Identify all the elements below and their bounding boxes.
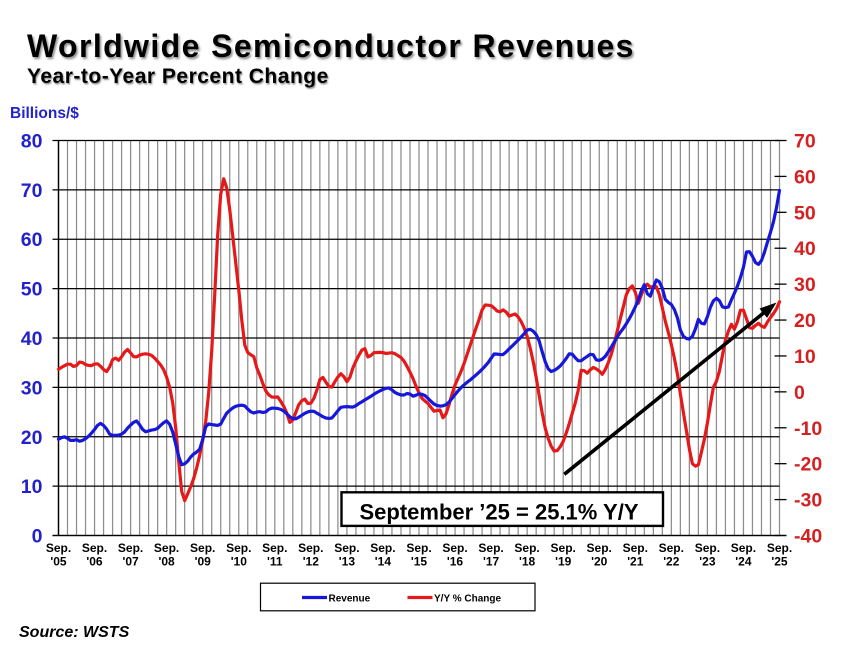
svg-text:70: 70: [21, 180, 43, 202]
svg-text:'17: '17: [483, 555, 500, 569]
svg-text:'08: '08: [158, 555, 175, 569]
svg-text:10: 10: [21, 476, 43, 498]
svg-text:0: 0: [32, 526, 43, 548]
svg-text:'19: '19: [555, 555, 572, 569]
svg-text:30: 30: [794, 274, 816, 296]
svg-text:Sep.: Sep.: [623, 541, 648, 555]
svg-text:Sep.: Sep.: [551, 541, 576, 555]
svg-text:Revenue: Revenue: [329, 594, 371, 605]
svg-text:'07: '07: [122, 555, 139, 569]
svg-text:50: 50: [21, 279, 43, 301]
svg-text:-20: -20: [794, 454, 822, 476]
svg-text:40: 40: [794, 238, 816, 260]
svg-text:60: 60: [21, 229, 43, 251]
svg-text:20: 20: [21, 427, 43, 449]
svg-text:Sep.: Sep.: [767, 541, 792, 555]
svg-text:'22: '22: [663, 555, 680, 569]
svg-text:0: 0: [794, 382, 805, 404]
svg-text:'14: '14: [375, 555, 392, 569]
svg-text:Y/Y % Change: Y/Y % Change: [434, 594, 501, 605]
svg-text:Sep.: Sep.: [478, 541, 503, 555]
svg-text:Sep.: Sep.: [226, 541, 251, 555]
svg-text:'24: '24: [735, 555, 752, 569]
svg-text:Sep.: Sep.: [46, 541, 71, 555]
svg-text:Sep.: Sep.: [695, 541, 720, 555]
svg-text:Sep.: Sep.: [514, 541, 539, 555]
svg-text:40: 40: [21, 328, 43, 350]
svg-text:30: 30: [21, 377, 43, 399]
svg-text:'10: '10: [231, 555, 248, 569]
svg-text:'13: '13: [339, 555, 356, 569]
svg-text:Sep.: Sep.: [442, 541, 467, 555]
svg-text:-40: -40: [794, 526, 822, 548]
svg-text:'18: '18: [519, 555, 536, 569]
svg-text:September ’25 = 25.1% Y/Y: September ’25 = 25.1% Y/Y: [359, 500, 638, 525]
svg-text:Sep.: Sep.: [587, 541, 612, 555]
svg-text:'11: '11: [267, 555, 283, 569]
svg-text:Sep.: Sep.: [118, 541, 143, 555]
svg-text:'09: '09: [195, 555, 212, 569]
svg-text:'12: '12: [303, 555, 320, 569]
svg-text:Sep.: Sep.: [334, 541, 359, 555]
svg-text:Sep.: Sep.: [406, 541, 431, 555]
svg-text:-10: -10: [794, 418, 822, 440]
svg-text:Sep.: Sep.: [298, 541, 323, 555]
svg-text:10: 10: [794, 346, 816, 368]
svg-text:60: 60: [794, 166, 816, 188]
svg-text:Sep.: Sep.: [731, 541, 756, 555]
svg-text:20: 20: [794, 310, 816, 332]
svg-text:Sep.: Sep.: [190, 541, 215, 555]
svg-text:Sep.: Sep.: [154, 541, 179, 555]
svg-text:Sep.: Sep.: [262, 541, 287, 555]
svg-text:80: 80: [21, 131, 43, 153]
svg-text:'06: '06: [86, 555, 103, 569]
svg-text:Sep.: Sep.: [82, 541, 107, 555]
svg-text:Sep.: Sep.: [370, 541, 395, 555]
svg-text:'21: '21: [627, 555, 644, 569]
svg-text:50: 50: [794, 202, 816, 224]
svg-text:'16: '16: [447, 555, 464, 569]
svg-text:'20: '20: [591, 555, 608, 569]
svg-text:'25: '25: [771, 555, 788, 569]
svg-text:Sep.: Sep.: [659, 541, 684, 555]
svg-text:'23: '23: [699, 555, 716, 569]
svg-text:-30: -30: [794, 490, 822, 512]
svg-text:70: 70: [794, 131, 816, 153]
svg-text:'05: '05: [50, 555, 67, 569]
svg-text:'15: '15: [411, 555, 428, 569]
